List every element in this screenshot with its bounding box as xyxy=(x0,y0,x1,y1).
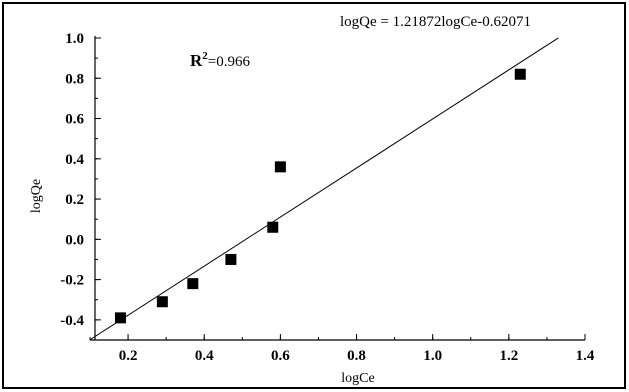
y-tick-label: 0.6 xyxy=(65,112,84,128)
y-axis-label: logQe xyxy=(29,179,44,213)
r-squared-symbol: R xyxy=(190,51,203,70)
x-tick-label: 1.4 xyxy=(576,348,595,364)
x-tick-label: 1.2 xyxy=(499,348,518,364)
y-tick-label: -0.2 xyxy=(60,273,84,289)
axes xyxy=(90,36,585,341)
data-point xyxy=(514,68,526,80)
r-squared-superscript: 2 xyxy=(202,50,208,62)
y-tick-label: -0.4 xyxy=(60,313,84,329)
data-points xyxy=(114,68,526,324)
chart-frame xyxy=(2,2,626,389)
y-tick-label: 0.2 xyxy=(65,192,84,208)
regression-equation: logQe = 1.21872logCe-0.62071 xyxy=(340,14,531,30)
x-tick-label: 0.4 xyxy=(195,348,214,364)
data-point xyxy=(187,278,199,290)
data-point xyxy=(274,161,286,173)
y-ticks: -0.4 -0.2 0.0 0.2 0.4 0.6 0.8 1.0 xyxy=(60,31,101,341)
x-tick-label: 0.2 xyxy=(119,348,138,364)
r-squared-value: =0.966 xyxy=(208,54,251,70)
x-tick-label: 1.0 xyxy=(423,348,442,364)
r-squared-annotation: R2=0.966 xyxy=(190,50,250,70)
x-ticks: 0.2 0.4 0.6 0.8 1.0 1.2 1.4 xyxy=(89,334,595,364)
x-axis-label: logCe xyxy=(341,371,374,386)
x-tick-label: 0.6 xyxy=(271,348,290,364)
regression-line xyxy=(89,37,559,341)
data-point xyxy=(225,253,237,265)
y-tick-label: 0.8 xyxy=(65,71,84,87)
y-tick-label: 0.4 xyxy=(65,152,84,168)
data-point xyxy=(114,312,126,324)
y-tick-label: 1.0 xyxy=(65,31,84,47)
x-tick-label: 0.8 xyxy=(347,348,366,364)
data-point xyxy=(267,221,279,233)
data-point xyxy=(156,296,168,308)
y-tick-label: 0.0 xyxy=(65,232,84,248)
